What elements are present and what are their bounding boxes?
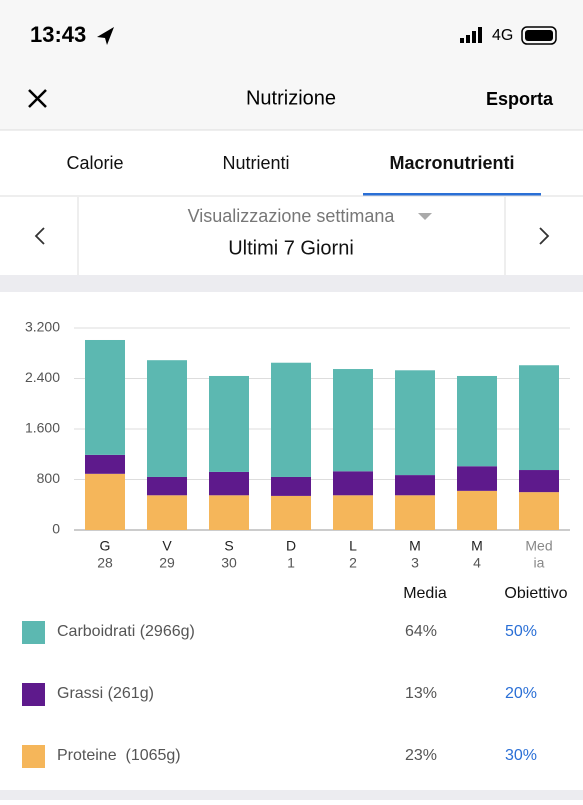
x-tick-label: D <box>286 538 296 554</box>
x-tick-label: L <box>349 538 357 554</box>
x-tick-label: G <box>100 538 111 554</box>
x-tick-sublabel: 30 <box>221 555 237 571</box>
x-tick-label: Med <box>525 538 552 554</box>
bar-segment <box>457 466 497 491</box>
x-tick-sublabel: 3 <box>411 555 419 571</box>
bar-segment <box>519 470 559 493</box>
period-label[interactable]: Visualizzazione settimana <box>188 206 396 226</box>
y-tick-label: 1.600 <box>25 420 60 436</box>
next-arrow[interactable] <box>539 227 550 245</box>
status-time: 13:43 <box>30 22 86 47</box>
header-title: Nutrizione <box>246 87 336 109</box>
bar-segment <box>147 360 187 477</box>
bar-segment <box>395 495 435 530</box>
bar-segment <box>519 365 559 471</box>
bar-segment <box>333 471 373 496</box>
goal-value: 20% <box>505 685 537 702</box>
bar-segment <box>147 476 187 496</box>
bar-segment <box>457 490 497 530</box>
table-header: Obiettivo <box>504 585 567 602</box>
bar-segment <box>333 369 373 472</box>
battery-level <box>525 30 553 41</box>
x-tick-label: S <box>224 538 233 554</box>
x-tick-label: M <box>409 538 421 554</box>
status-network: 4G <box>492 27 513 44</box>
bar-segment <box>85 473 125 530</box>
close-icon[interactable] <box>28 89 47 108</box>
bar-segment <box>209 375 249 472</box>
media-value: 23% <box>405 747 437 764</box>
bar-segment <box>519 492 559 530</box>
bar-segment <box>85 339 125 455</box>
legend-label: Proteine (1065g) <box>57 747 181 764</box>
bar-segment <box>209 495 249 530</box>
bar-segment <box>147 495 187 530</box>
media-value: 13% <box>405 685 437 702</box>
bar-segment <box>85 454 125 474</box>
tab[interactable]: Calorie <box>66 153 123 173</box>
legend-swatch <box>22 621 45 644</box>
x-tick-sublabel: 2 <box>349 555 357 571</box>
y-tick-label: 0 <box>52 521 60 537</box>
signal-icon <box>460 27 482 43</box>
bar-segment <box>457 375 497 467</box>
top-bar-bg <box>0 0 583 130</box>
y-tick-label: 3.200 <box>25 319 60 335</box>
prev-arrow[interactable] <box>34 227 45 245</box>
x-tick-label: M <box>471 538 483 554</box>
bar-segment <box>209 471 249 496</box>
legend-swatch <box>22 683 45 706</box>
y-tick-label: 2.400 <box>25 369 60 385</box>
bar-segment <box>333 495 373 530</box>
section-gap <box>0 275 583 292</box>
legend-label: Grassi (261g) <box>57 685 154 702</box>
bar-segment <box>271 362 311 477</box>
x-tick-label: V <box>162 538 172 554</box>
goal-value: 50% <box>505 623 537 640</box>
tab-active[interactable]: Macronutrienti <box>389 153 514 173</box>
tab-indicator <box>363 193 541 196</box>
x-tick-sublabel: 29 <box>159 555 175 571</box>
x-tick-sublabel: ia <box>534 555 545 571</box>
goal-value: 30% <box>505 747 537 764</box>
bar-segment <box>395 370 435 476</box>
section-gap <box>0 790 583 800</box>
export-button[interactable]: Esporta <box>486 89 554 109</box>
table-header: Media <box>403 585 447 602</box>
legend-swatch <box>22 745 45 768</box>
y-tick-label: 800 <box>37 470 61 486</box>
bar-segment <box>271 495 311 530</box>
media-value: 64% <box>405 623 437 640</box>
bar-segment <box>271 476 311 496</box>
bar-segment <box>395 475 435 496</box>
location-icon <box>97 27 114 45</box>
battery-icon <box>521 26 557 45</box>
x-tick-sublabel: 28 <box>97 555 113 571</box>
legend-label: Carboidrati (2966g) <box>57 623 195 640</box>
tab[interactable]: Nutrienti <box>222 153 289 173</box>
x-tick-sublabel: 1 <box>287 555 295 571</box>
x-tick-sublabel: 4 <box>473 555 481 571</box>
dropdown-icon <box>418 213 432 220</box>
period-value: Ultimi 7 Giorni <box>228 237 354 259</box>
